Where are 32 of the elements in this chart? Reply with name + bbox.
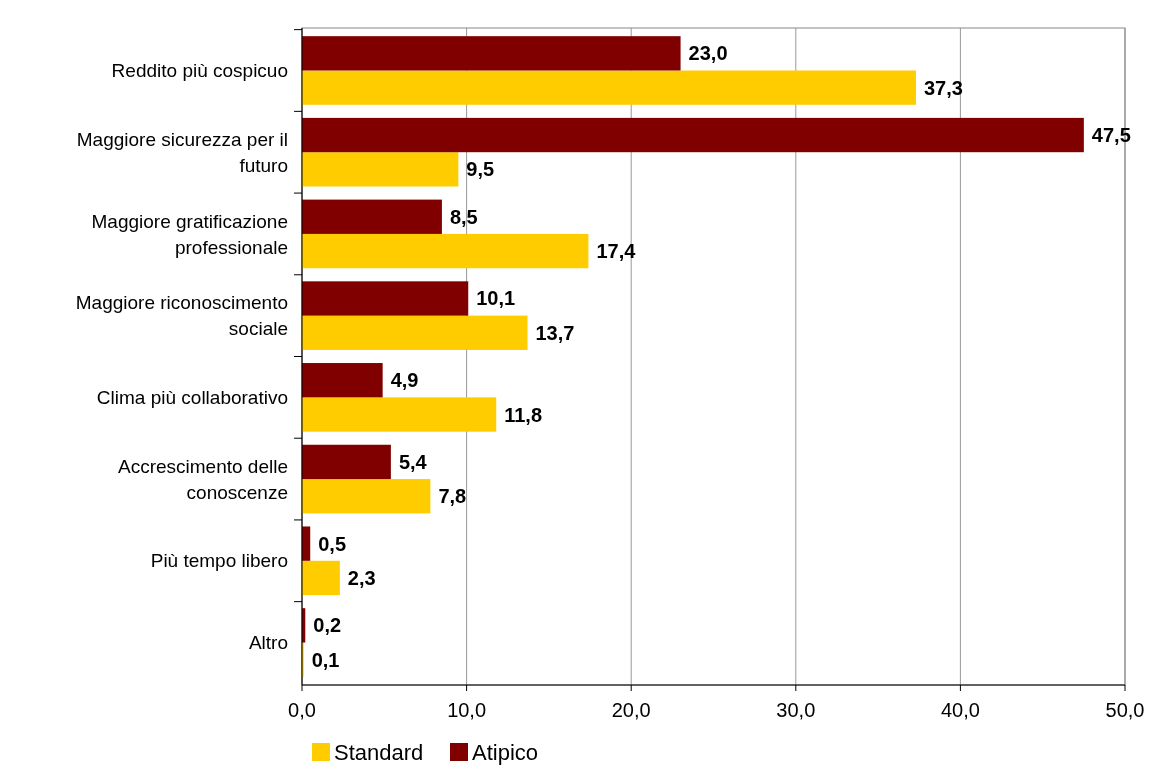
data-label: 5,4 xyxy=(398,450,428,473)
y-tick-label: Clima più collaborativo xyxy=(96,387,288,409)
data-label: 13,7 xyxy=(535,321,575,344)
y-tick-label: Maggiore gratificazione professionale xyxy=(91,210,288,258)
y-tick-label: Più tempo libero xyxy=(150,550,288,572)
data-label: 47,5 xyxy=(1091,124,1131,147)
x-tick-label: 10,0 xyxy=(447,699,487,721)
data-label: 0,1 xyxy=(311,648,340,671)
data-label: 23,0 xyxy=(688,42,728,65)
data-label: 8,5 xyxy=(449,205,478,228)
x-tick-label: 0,0 xyxy=(288,699,316,721)
legend-label: Standard xyxy=(334,739,424,765)
y-tick-label: Altro xyxy=(248,632,288,654)
data-label: 11,8 xyxy=(504,403,543,426)
y-tick-label: Maggiore riconoscimento sociale xyxy=(75,292,288,340)
x-tick-label: 20,0 xyxy=(611,699,651,721)
legend-label: Atipico xyxy=(472,739,539,765)
data-label: 2,3 xyxy=(347,566,376,589)
y-tick-label: Maggiore sicurezza per il futuro xyxy=(76,128,288,176)
data-label: 0,5 xyxy=(318,532,347,555)
data-label: 10,1 xyxy=(476,287,516,310)
data-label: 4,9 xyxy=(390,369,419,392)
data-label: 7,8 xyxy=(438,485,467,508)
y-tick-label: Reddito più cospicuo xyxy=(111,60,288,82)
data-label: 9,5 xyxy=(466,158,495,181)
data-label: 17,4 xyxy=(596,240,637,263)
y-tick-label: Accrescimento delle conoscenze xyxy=(117,455,288,503)
data-label: 0,2 xyxy=(313,614,342,637)
x-tick-label: 50,0 xyxy=(1105,699,1145,721)
data-label: 37,3 xyxy=(923,76,963,99)
x-tick-label: 40,0 xyxy=(940,699,980,721)
x-tick-label: 30,0 xyxy=(776,699,816,721)
